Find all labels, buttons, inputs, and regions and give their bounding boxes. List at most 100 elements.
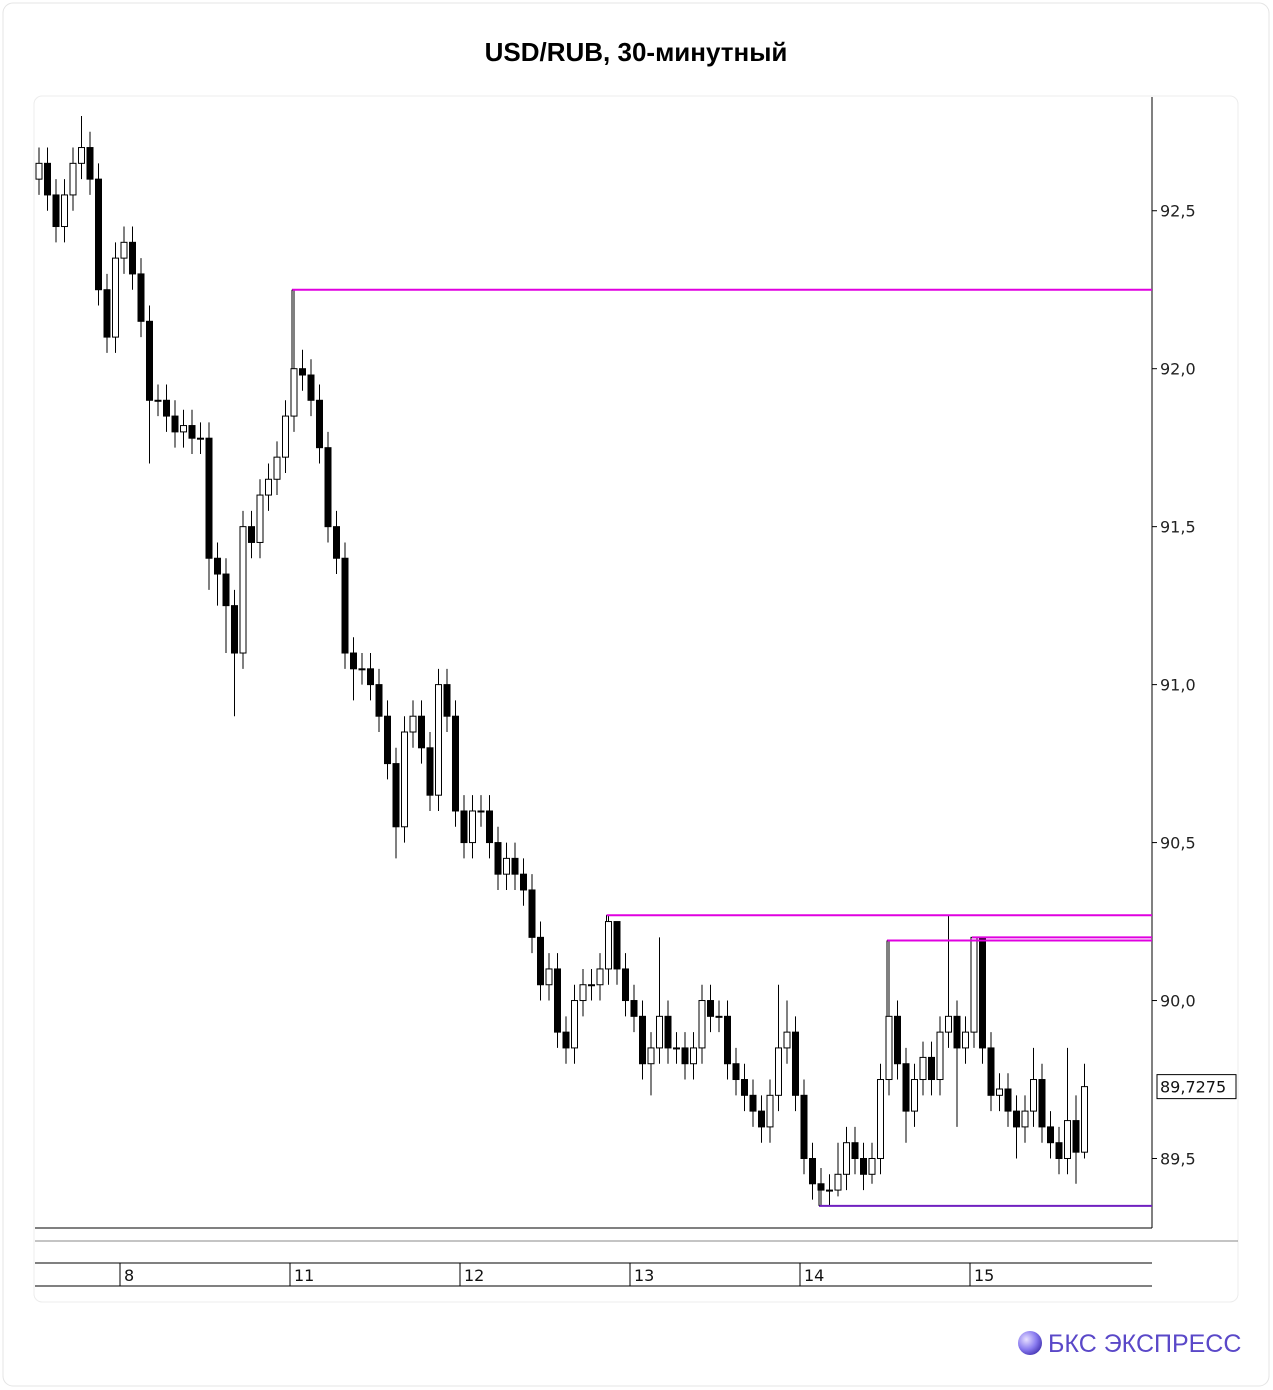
x-tick-label: 8 <box>124 1266 134 1285</box>
candle-body <box>78 147 85 164</box>
candle-body <box>426 747 434 796</box>
candle-body <box>401 731 408 828</box>
x-tick-label: 13 <box>634 1266 654 1285</box>
candle-body <box>239 526 247 654</box>
candle-body <box>435 684 442 796</box>
candle-body <box>494 842 502 875</box>
candle-body <box>664 1015 672 1049</box>
candle-body <box>1038 1079 1046 1128</box>
candle-body <box>214 557 221 575</box>
candle-body <box>1030 1079 1037 1112</box>
candle-body <box>120 241 128 259</box>
candle-body <box>35 162 43 180</box>
candle-body <box>749 1094 757 1112</box>
candle-body <box>554 968 561 1033</box>
candle-body <box>579 984 587 1002</box>
candle-body <box>180 425 187 433</box>
candle-body <box>792 1031 799 1096</box>
last-price-box <box>1156 1074 1237 1100</box>
candle-body <box>265 478 272 496</box>
candle-body <box>911 1079 918 1112</box>
candle-body <box>384 715 391 765</box>
candle-body <box>1055 1142 1063 1159</box>
candle-body <box>860 1157 867 1175</box>
candle-body <box>962 1031 969 1049</box>
candle-body <box>324 447 332 528</box>
candle-body <box>418 715 425 749</box>
candle-body <box>1047 1126 1054 1144</box>
candle-body <box>248 526 255 543</box>
candle-body <box>741 1079 748 1096</box>
candle-body <box>987 1047 995 1096</box>
candle-body <box>1013 1110 1020 1128</box>
candle-body <box>1021 1110 1029 1128</box>
candle-body <box>537 936 544 986</box>
candle-body <box>868 1157 876 1175</box>
x-tick-label: 12 <box>464 1266 484 1285</box>
candle-body <box>477 810 485 813</box>
candle-body <box>154 399 162 402</box>
candle-body <box>231 605 238 654</box>
candle-body <box>443 684 451 717</box>
candle-body <box>707 1000 714 1017</box>
candle-body <box>307 374 315 401</box>
candle-body <box>197 437 204 440</box>
candle-body <box>299 368 306 376</box>
y-tick-label: 92,0 <box>1160 360 1196 379</box>
candle-body <box>681 1047 689 1065</box>
panel <box>33 95 1239 1303</box>
candle-body <box>129 241 136 275</box>
candle-body <box>690 1047 697 1065</box>
candle-body <box>460 810 468 844</box>
candle-body <box>341 557 349 654</box>
candle-body <box>979 936 986 1049</box>
candle-body <box>834 1173 842 1191</box>
chart-title: USD/RUB, 30-минутный <box>485 37 788 67</box>
candle-body <box>613 921 621 970</box>
x-tick-label: 15 <box>974 1266 994 1285</box>
candle-body <box>928 1056 935 1081</box>
candle-body <box>333 526 340 559</box>
candle-body <box>358 668 366 671</box>
candle-body <box>256 494 264 543</box>
candle-body <box>469 810 476 844</box>
candle-body <box>52 194 60 228</box>
brand-logo <box>1018 1331 1042 1355</box>
candle-body <box>290 368 298 417</box>
brand: БКС ЭКСПРЕСС <box>1048 1330 1241 1358</box>
candle-body <box>622 968 629 1002</box>
candle-body <box>571 1000 578 1049</box>
last-price-label: 89,7275 <box>1160 1078 1226 1097</box>
candle-body <box>95 178 102 291</box>
candle-body <box>452 715 459 812</box>
candle-body <box>103 289 111 338</box>
candle-body <box>996 1088 1003 1096</box>
candle-body <box>112 257 119 338</box>
candle-body <box>826 1189 833 1192</box>
x-tick-label: 11 <box>294 1266 314 1285</box>
candle-body <box>877 1079 884 1159</box>
candle-body <box>945 1015 952 1033</box>
candle-body <box>44 162 51 196</box>
candle-body <box>715 1015 723 1018</box>
candle-body <box>392 763 400 828</box>
candle-body <box>350 652 357 670</box>
candle-body <box>732 1063 740 1081</box>
candle-body <box>205 437 213 559</box>
candle-body <box>630 1000 638 1017</box>
candle-body <box>724 1015 731 1065</box>
candle-body <box>1072 1120 1080 1153</box>
candle-body <box>1081 1086 1088 1153</box>
candle-body <box>809 1157 816 1185</box>
candle-body <box>647 1047 655 1065</box>
candle-body <box>375 684 383 717</box>
y-tick-label: 91,0 <box>1160 676 1196 695</box>
candle-body <box>86 147 94 180</box>
candle-body <box>605 921 612 970</box>
candle-body <box>1064 1120 1071 1159</box>
candle-body <box>367 668 374 686</box>
candle-body <box>520 873 527 891</box>
candle-body <box>673 1047 680 1050</box>
candle-body <box>562 1031 570 1049</box>
